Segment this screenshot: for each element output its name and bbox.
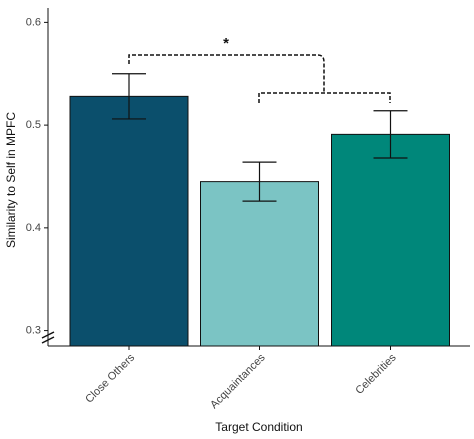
y-tick-label: 0.5 bbox=[26, 119, 41, 131]
axis-break bbox=[41, 331, 55, 344]
x-tick-label: Close Others bbox=[83, 351, 137, 405]
x-tick-label: Celebrities bbox=[353, 351, 399, 397]
bar bbox=[69, 95, 189, 347]
annotation: * bbox=[223, 35, 229, 52]
x-axis-title: Target Condition bbox=[215, 420, 302, 434]
significance-bracket bbox=[128, 54, 391, 103]
x-tick-label: Acquaintances bbox=[208, 351, 268, 411]
y-axis-title: Similarity to Self in MPFC bbox=[4, 112, 18, 248]
bar bbox=[331, 133, 450, 347]
bar bbox=[200, 181, 319, 347]
y-tick-label: 0.3 bbox=[26, 324, 41, 336]
y-tick-label: 0.6 bbox=[26, 16, 41, 28]
y-tick-label: 0.4 bbox=[26, 222, 41, 234]
